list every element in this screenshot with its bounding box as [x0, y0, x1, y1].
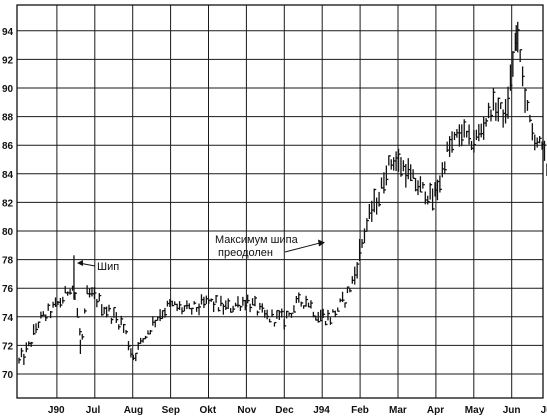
x-axis-labels: J90 Jul Aug Sep Okt Nov Dec J94 Feb Mar Apr May Jun J…: [48, 405, 547, 416]
y-tick-label: 86: [2, 141, 14, 152]
y-tick-label: 90: [2, 84, 14, 95]
x-tick-label: May: [465, 405, 485, 416]
plot-frame: [16, 4, 544, 399]
y-tick-label: 82: [2, 198, 14, 209]
annotation-breakout-arrow: [284, 241, 323, 253]
x-tick-label: Dec: [275, 405, 294, 416]
annotation-spike: Шип: [97, 261, 119, 273]
grid: [17, 5, 543, 398]
y-tick-label: 84: [2, 170, 14, 181]
x-tick-label: Nov: [237, 405, 256, 416]
annotation-spike-arrowhead: [76, 260, 83, 266]
y-tick-label: 74: [2, 313, 14, 324]
y-tick-label: 94: [2, 27, 14, 38]
x-tick-label: Feb: [351, 405, 369, 416]
x-tick-label: Sep: [162, 405, 180, 416]
x-tick-label: Jul: [86, 405, 101, 416]
y-axis-labels: 70 72 74 76 78 80 82 84 86 88 90 92 94: [2, 27, 14, 381]
x-tick-label: Mar: [389, 405, 407, 416]
y-tick-label: 76: [2, 284, 14, 295]
x-tick-label: J94: [313, 405, 330, 416]
annotation-breakout-line1: Максимум шипа: [215, 234, 299, 246]
y-tick-label: 72: [2, 341, 14, 352]
x-tick-label: Apr: [427, 405, 444, 416]
x-tick-label: Jul: [541, 405, 547, 416]
x-tick-label: Aug: [124, 405, 143, 416]
price-bars: [18, 21, 547, 365]
annotation-breakout-line2: преодолен: [218, 247, 273, 259]
x-tick-label: Jun: [503, 405, 521, 416]
annotation-breakout-arrowhead: [317, 239, 325, 247]
y-tick-label: 80: [2, 227, 14, 238]
x-tick-label: J90: [48, 405, 65, 416]
y-tick-label: 92: [2, 55, 14, 66]
y-tick-label: 88: [2, 113, 14, 124]
y-tick-label: 70: [2, 370, 14, 381]
x-tick-label: Okt: [200, 405, 217, 416]
y-tick-label: 78: [2, 256, 14, 267]
